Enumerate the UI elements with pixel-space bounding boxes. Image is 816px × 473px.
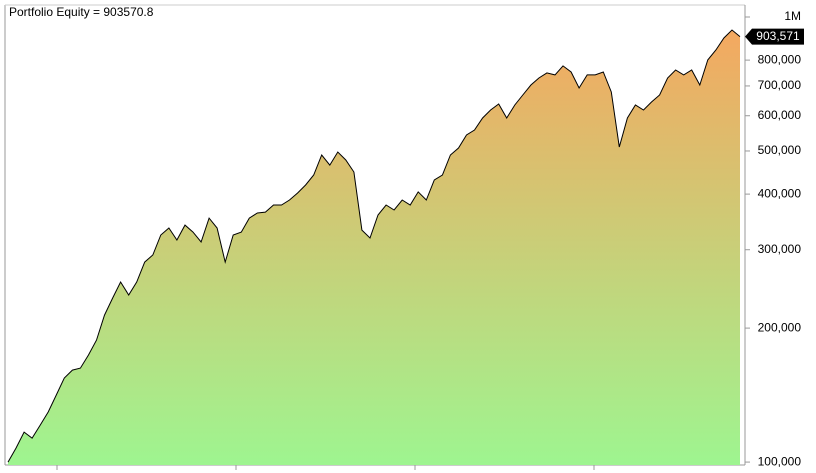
y-tick-label: 600,000 (758, 108, 802, 122)
y-tick-label: 800,000 (758, 52, 802, 66)
last-value-box (745, 28, 804, 45)
y-tick-label: 700,000 (758, 78, 802, 92)
y-tick-label: 400,000 (758, 186, 802, 200)
y-tick-label: 300,000 (758, 242, 802, 256)
chart-title: Portfolio Equity = 903570.8 (9, 5, 154, 19)
y-tick-label: 200,000 (758, 320, 802, 334)
last-value-tag: 903,571 (745, 28, 804, 45)
y-tick-label: 500,000 (758, 143, 802, 157)
y-tick-label: 100,000 (758, 454, 802, 468)
last-value-label: 903,571 (756, 29, 800, 43)
plot-area (7, 29, 741, 465)
equity-area (8, 30, 740, 465)
equity-line (7, 29, 741, 463)
y-tick-label: 1M (784, 9, 801, 23)
